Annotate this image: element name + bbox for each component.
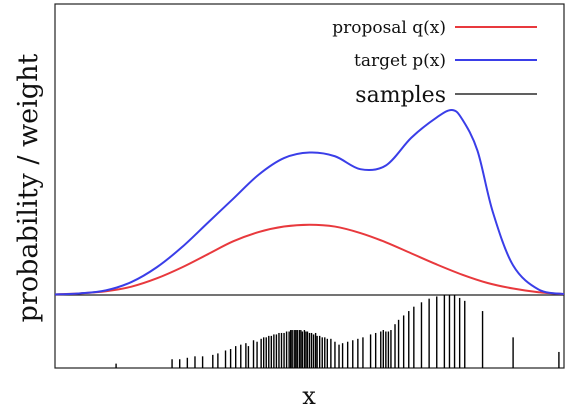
x-axis-label: x	[302, 382, 316, 410]
legend: proposal q(x) target p(x) samples	[332, 18, 537, 108]
legend-label-proposal: proposal q(x)	[332, 18, 446, 38]
curves-group	[54, 108, 565, 296]
legend-label-samples: samples	[355, 83, 446, 108]
y-axis-label: probability / weight	[13, 54, 44, 323]
proposal-curve	[54, 223, 565, 296]
target-curve	[54, 108, 565, 296]
samples-group	[115, 295, 560, 368]
plot-frame	[54, 3, 565, 369]
legend-label-target: target p(x)	[354, 51, 446, 71]
